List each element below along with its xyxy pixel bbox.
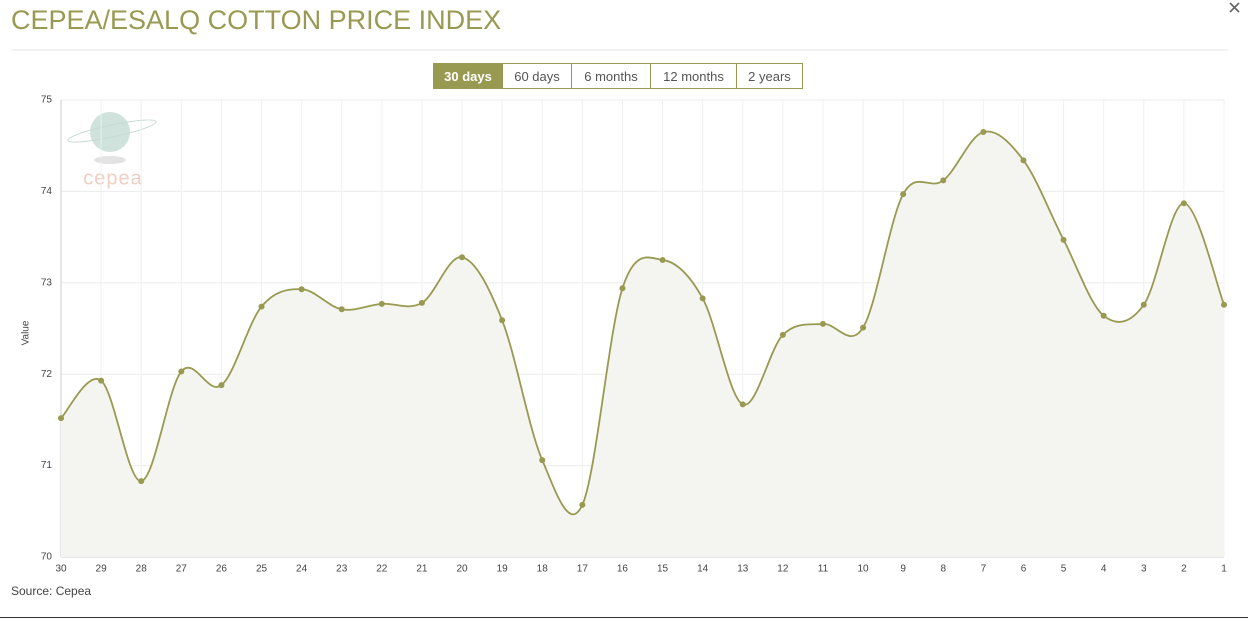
- range-button[interactable]: 12 months: [650, 63, 737, 89]
- x-tick-label: 15: [657, 564, 669, 575]
- logo-globe: [90, 112, 130, 152]
- x-tick-label: 17: [577, 564, 589, 575]
- y-tick-label: 73: [41, 277, 53, 288]
- point: [1221, 301, 1227, 308]
- y-axis-title: Value: [21, 320, 32, 345]
- x-tick-label: 10: [858, 564, 870, 575]
- x-tick-label: 29: [96, 564, 108, 575]
- point: [779, 331, 786, 338]
- point: [900, 191, 907, 198]
- y-tick-label: 70: [41, 552, 53, 563]
- point: [298, 286, 305, 293]
- point: [1100, 312, 1107, 319]
- range-button[interactable]: 30 days: [433, 63, 503, 89]
- x-tick-label: 9: [900, 564, 906, 575]
- line: [60, 130, 1225, 516]
- logo-text: cepea: [83, 167, 143, 189]
- x-tick-label: 22: [376, 564, 388, 575]
- point: [138, 478, 145, 485]
- y-tick-label: 75: [41, 95, 53, 106]
- x-tick-label: 19: [497, 564, 509, 575]
- x-tick-label: 4: [1101, 564, 1107, 575]
- x-tick-label: 2: [1181, 564, 1187, 575]
- point: [178, 368, 185, 375]
- area-fill: [61, 131, 1224, 557]
- point: [940, 177, 947, 184]
- x-tick-label: 26: [216, 564, 228, 575]
- x-tick-label: 30: [55, 564, 67, 575]
- point: [1140, 301, 1147, 308]
- x-tick-label: 8: [940, 564, 946, 575]
- x-tick-label: 21: [416, 564, 428, 575]
- x-tick-label: 28: [136, 564, 148, 575]
- x-tick-label: 6: [1021, 564, 1027, 575]
- point: [1180, 200, 1187, 207]
- point: [659, 256, 666, 263]
- x-tick-label: 23: [336, 564, 348, 575]
- page-title: CEPEA/ESALQ COTTON PRICE INDEX: [11, 5, 501, 35]
- x-tick-label: 1: [1221, 564, 1227, 575]
- x-tick-label: 3: [1141, 564, 1147, 575]
- range-button[interactable]: 60 days: [502, 63, 572, 89]
- point: [499, 317, 506, 324]
- x-tick-label: 27: [176, 564, 188, 575]
- range-button[interactable]: 6 months: [571, 63, 651, 89]
- x-tick-label: 11: [818, 564, 829, 575]
- point: [699, 295, 706, 302]
- x-tick-label: 5: [1061, 564, 1067, 575]
- y-tick-label: 71: [41, 460, 53, 471]
- x-tick-label: 7: [981, 564, 987, 575]
- point: [258, 303, 265, 310]
- point: [1060, 236, 1067, 243]
- point: [418, 299, 425, 306]
- point: [98, 377, 105, 384]
- x-tick-label: 13: [737, 564, 749, 575]
- close-button[interactable]: [1229, 2, 1240, 13]
- point: [459, 254, 466, 261]
- point: [218, 382, 225, 389]
- logo: cepea: [67, 112, 157, 189]
- point: [980, 128, 987, 135]
- point: [619, 285, 626, 292]
- x-tick-label: 25: [256, 564, 268, 575]
- point: [739, 401, 746, 408]
- source: Source: Cepea: [11, 584, 91, 598]
- point: [539, 457, 546, 464]
- y-tick-label: 74: [41, 186, 53, 197]
- x-tick-label: 24: [296, 564, 308, 575]
- point: [860, 324, 867, 331]
- point: [579, 501, 586, 508]
- point: [338, 306, 345, 313]
- x-tick-label: 14: [697, 564, 709, 575]
- point: [819, 320, 826, 327]
- x-tick-label: 16: [617, 564, 629, 575]
- x-tick-label: 12: [777, 564, 789, 575]
- logo-orbit: [67, 119, 157, 143]
- x-tick-label: 18: [537, 564, 549, 575]
- point: [378, 300, 385, 307]
- logo-shadow: [94, 156, 126, 164]
- x-tick-label: 20: [456, 564, 468, 575]
- range-button[interactable]: 2 years: [736, 63, 803, 89]
- close-icon: [1229, 2, 1240, 13]
- point: [58, 415, 64, 422]
- y-tick-label: 72: [41, 369, 53, 380]
- point: [1020, 157, 1027, 164]
